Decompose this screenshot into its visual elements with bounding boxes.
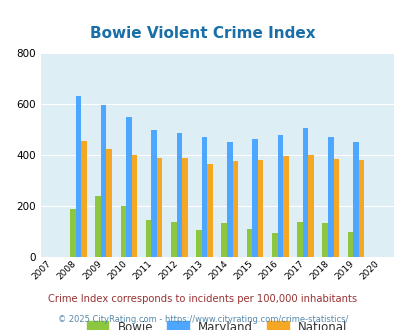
Bar [271,233,277,257]
Bar [201,137,207,257]
Bar [156,158,162,257]
Bar [145,219,151,257]
Bar [182,158,187,257]
Bar [322,223,327,257]
Legend: Bowie, Maryland, National: Bowie, Maryland, National [87,320,347,330]
Bar [207,164,212,257]
Bar [352,142,358,257]
Bar [126,117,131,257]
Bar [226,142,232,257]
Text: © 2025 CityRating.com - https://www.cityrating.com/crime-statistics/: © 2025 CityRating.com - https://www.city… [58,315,347,324]
Bar [246,228,252,257]
Bar [221,223,226,257]
Bar [333,159,338,257]
Bar [296,222,302,257]
Bar [171,222,176,257]
Bar [131,155,137,257]
Bar [232,161,238,257]
Bar [81,141,87,257]
Bar [257,160,263,257]
Bar [358,160,363,257]
Bar [252,139,257,257]
Text: Bowie Violent Crime Index: Bowie Violent Crime Index [90,25,315,41]
Bar [277,135,282,257]
Bar [307,155,313,257]
Bar [106,149,112,257]
Bar [101,105,106,257]
Bar [95,196,101,257]
Text: Crime Index corresponds to incidents per 100,000 inhabitants: Crime Index corresponds to incidents per… [48,294,357,304]
Bar [347,232,352,257]
Bar [196,230,201,257]
Bar [70,209,75,257]
Bar [75,96,81,257]
Bar [176,133,182,257]
Bar [327,137,333,257]
Bar [151,130,156,257]
Bar [302,128,307,257]
Bar [120,206,126,257]
Bar [282,156,288,257]
